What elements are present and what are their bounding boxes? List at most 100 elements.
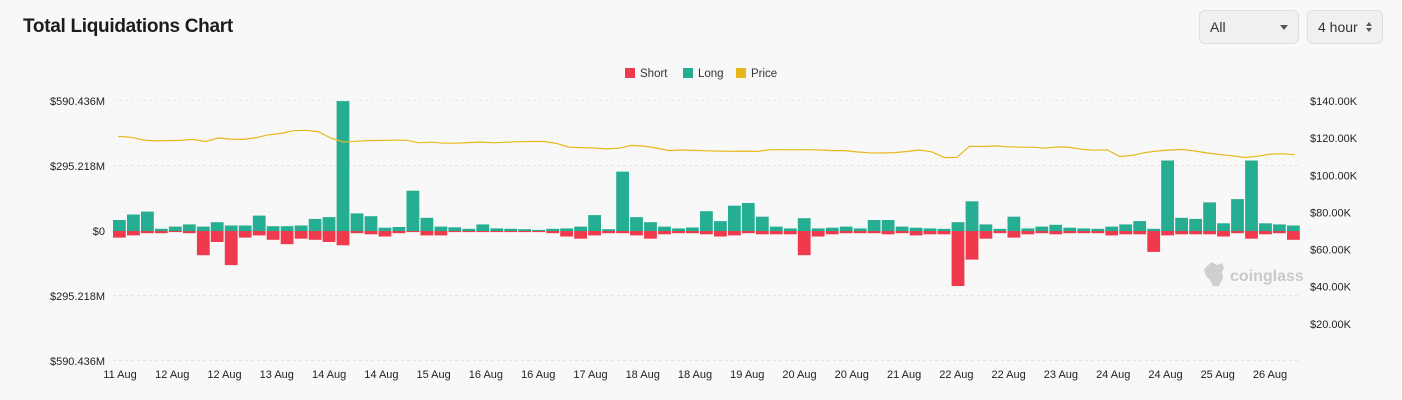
long-bar [280,226,294,231]
short-bar [672,231,685,234]
short-bar [280,231,294,245]
short-bar [406,231,420,233]
long-bar [769,226,783,231]
short-bar [322,231,336,242]
short-bar [979,231,993,239]
short-bar [1273,231,1286,234]
long-bar [224,225,238,231]
short-bar [1231,231,1244,234]
long-bar [811,228,825,231]
short-bar [127,231,140,236]
short-bar [1189,231,1202,235]
short-bar [797,231,811,256]
legend-label-price: Price [751,68,777,80]
long-bar [420,217,434,231]
long-bar [154,228,168,231]
long-bar [937,228,951,231]
long-bar [448,227,462,231]
short-bar [769,231,783,235]
short-bar [1245,231,1258,239]
short-bar [1105,231,1119,236]
long-bar [308,218,322,231]
long-bar [1119,224,1133,231]
coinglass-logo-icon [1204,262,1224,286]
short-bar [867,231,881,234]
short-bar [182,231,196,234]
short-bar [783,231,797,235]
short-bar [923,231,937,235]
short-bar [881,231,895,235]
long-bar [1105,226,1119,231]
long-bar [728,205,741,231]
long-bar [1007,216,1021,231]
short-bar [560,231,573,237]
short-bar [909,231,923,236]
x-tick-label: 22 Aug [939,369,973,381]
range-select-value: All [1210,19,1226,35]
legend-swatch-price [736,68,746,78]
long-bar [895,226,909,231]
short-bar [1091,231,1105,234]
long-bar [588,215,601,231]
short-bar [532,231,546,233]
long-bar [1161,160,1174,231]
chevron-down-icon [1280,24,1288,30]
short-bar [1217,231,1230,237]
long-bar [783,228,797,231]
short-bar [476,231,490,233]
short-bar [993,231,1007,234]
range-select[interactable]: All [1199,10,1299,44]
x-tick-label: 23 Aug [1044,369,1078,381]
short-bar [895,231,909,234]
page-title: Total Liquidations Chart [23,16,233,37]
long-bar [127,214,140,231]
long-bar [686,227,699,231]
x-tick-label: 12 Aug [207,369,241,381]
short-bar [1063,231,1077,234]
short-bar [700,231,713,235]
long-bar [238,225,252,231]
short-bar [1049,231,1063,235]
short-bar [1035,231,1049,234]
short-bar [168,231,182,233]
long-bar [1245,160,1258,231]
long-bar [965,201,979,231]
long-bar [741,203,755,231]
short-bar [1147,231,1161,252]
x-tick-label: 16 Aug [521,369,555,381]
x-tick-label: 24 Aug [1096,369,1130,381]
long-bar [700,211,713,231]
short-bar [546,231,560,234]
short-bar [616,231,629,234]
short-bar [1175,231,1188,235]
legend-swatch-short [625,68,635,78]
long-bar [1021,228,1035,231]
long-bar [1091,228,1105,231]
short-bar [1007,231,1021,238]
long-bar [518,229,532,231]
short-bar [434,231,448,236]
long-bar [867,220,881,231]
long-bar [630,217,643,231]
short-bar [504,231,518,233]
interval-select[interactable]: 4 hour [1307,10,1383,44]
short-bar [378,231,392,237]
short-bar [210,231,224,242]
short-bar [266,231,280,240]
long-bar [336,101,350,231]
short-bar [196,231,210,256]
long-bar [1063,227,1077,231]
long-bar [881,220,895,231]
short-bar [1077,231,1091,234]
short-bar [518,231,532,233]
long-bar [853,228,867,231]
long-bar [434,226,448,231]
long-bar [1189,218,1202,231]
short-bar [1119,231,1133,235]
short-bar [154,231,168,234]
short-bar [462,231,476,233]
long-bar [406,190,420,231]
short-bar [1259,231,1272,235]
short-bar [141,231,154,234]
